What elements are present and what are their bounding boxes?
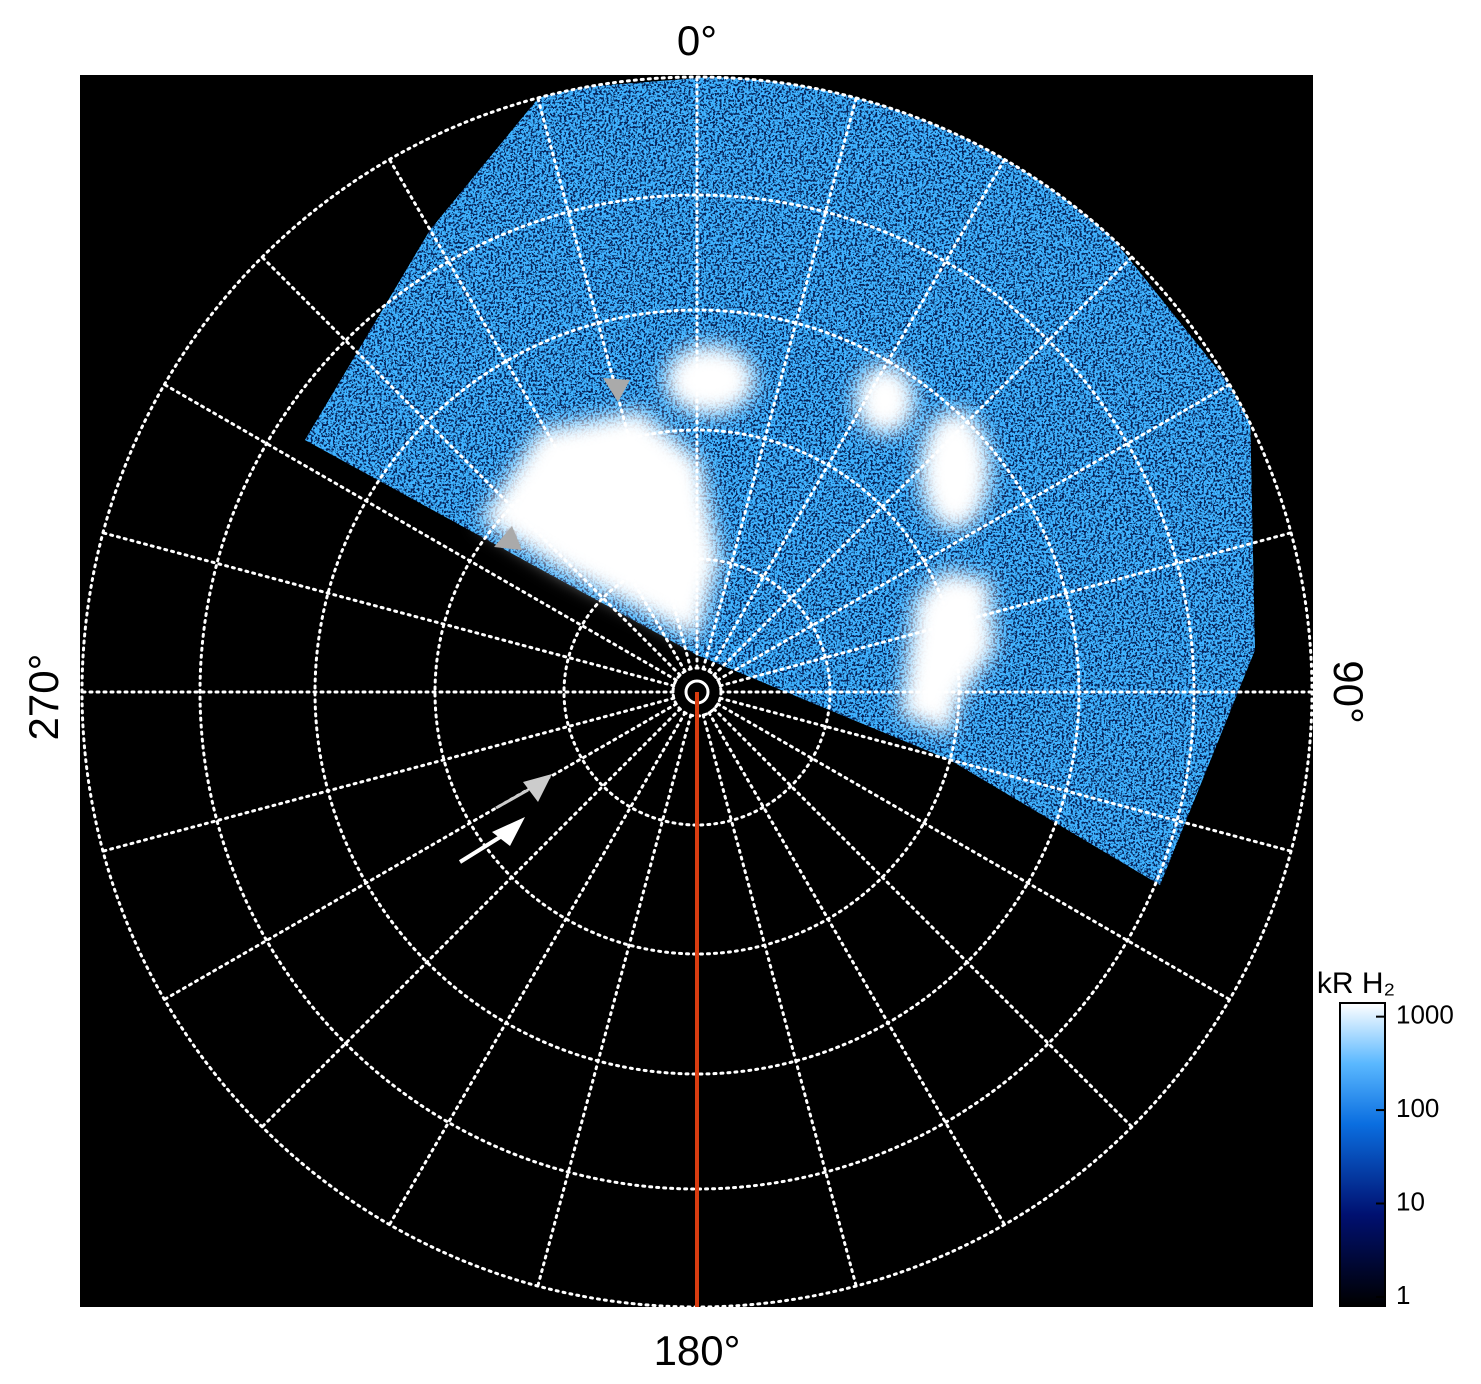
grid-spoke [388,711,687,1227]
grid-spoke [707,711,1006,1227]
colorbar [1339,1002,1386,1307]
grid-spoke [260,255,682,677]
grid-spoke [388,157,687,673]
arrowhead [494,526,522,550]
grid-spoke [718,531,1293,688]
arrowhead [603,378,630,402]
colorbar-tick-label: 1 [1396,1280,1410,1310]
colorbar-tick-label: 1000 [1396,1000,1454,1030]
grid-spoke [162,702,678,1001]
grid-spoke [701,713,858,1288]
grid-spokes [80,75,1313,1307]
grid-spoke [716,702,1232,1001]
arrow-shaft [458,832,507,864]
colorbar-title: kR H₂ [1317,967,1395,1000]
grid-spoke [536,713,693,1288]
colorbar-ticks: 1 10 100 1000 [1376,1000,1454,1310]
arrowhead [523,774,552,802]
arrow-shaft [495,788,529,810]
grid-spoke [712,707,1134,1129]
grid-circle [198,193,1196,1191]
label-top: 0° [677,17,717,64]
grid-spoke [712,255,1134,677]
grid-spoke [716,383,1232,682]
grid-spoke [162,383,678,682]
colorbar-tick-label: 100 [1396,1093,1439,1123]
label-bottom: 180° [654,1327,741,1374]
grid-spoke [701,96,858,671]
grid-spoke [101,531,676,688]
emission-map [80,75,1313,1307]
grid-spoke [101,696,676,853]
label-right: 90° [1325,660,1372,724]
arrowhead [492,817,525,846]
grid-spoke [718,696,1293,853]
grid-spoke [260,707,682,1129]
label-left: 270° [20,654,67,741]
grid-spoke [707,157,1006,673]
colorbar-tick-label: 10 [1396,1186,1425,1216]
emission-speckle [305,77,1255,885]
